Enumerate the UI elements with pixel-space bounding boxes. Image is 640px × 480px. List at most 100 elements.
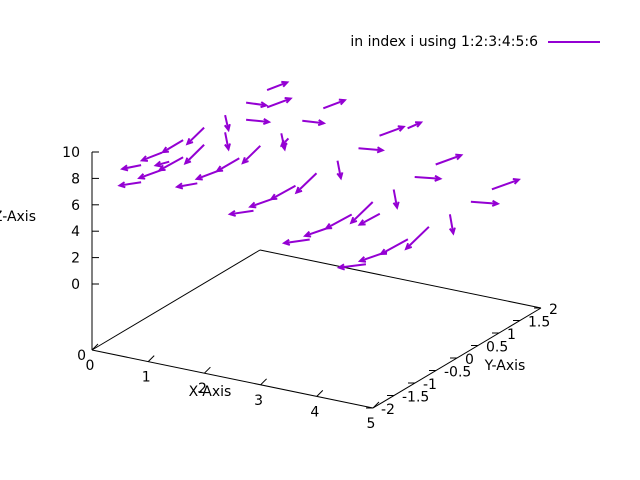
vector-arrow bbox=[266, 96, 293, 109]
vector-arrow bbox=[223, 114, 231, 133]
x-tick-mark bbox=[91, 343, 99, 351]
vector-head bbox=[248, 201, 257, 209]
z-tick-label: 4 bbox=[71, 224, 80, 240]
vector-shaft bbox=[242, 145, 262, 164]
vector-shaft bbox=[284, 238, 310, 245]
vector-shaft bbox=[358, 147, 383, 152]
vector-arrow bbox=[194, 169, 219, 181]
vector-arrow bbox=[379, 238, 409, 256]
vector-shaft bbox=[302, 119, 324, 125]
vector-arrow bbox=[358, 146, 385, 154]
vector-shaft bbox=[379, 125, 405, 137]
x-tick-mark bbox=[372, 401, 380, 409]
vector-head bbox=[324, 222, 333, 230]
vector-shaft bbox=[196, 169, 219, 180]
x-tick-label: 2 bbox=[198, 381, 207, 397]
vector-arrow bbox=[407, 121, 424, 130]
vector-head bbox=[448, 227, 456, 236]
z-tick-label: 0 bbox=[71, 277, 80, 293]
vector-arrow bbox=[224, 132, 231, 152]
vector-arrow bbox=[174, 182, 198, 190]
vector-shaft bbox=[470, 200, 498, 205]
y-tick-label: 0.5 bbox=[486, 340, 508, 356]
vector-head bbox=[183, 157, 192, 165]
vector-shaft bbox=[270, 184, 296, 200]
x-tick-label: 3 bbox=[254, 393, 263, 409]
vector-shaft bbox=[122, 164, 142, 170]
vector-arrow bbox=[336, 160, 344, 181]
vector-arrow bbox=[153, 160, 170, 168]
vector-arrow bbox=[470, 199, 501, 207]
vector-arrow bbox=[404, 226, 430, 251]
vector-shaft bbox=[141, 151, 163, 162]
vector-shaft bbox=[155, 160, 170, 167]
x-tick-label: 5 bbox=[367, 416, 376, 432]
vector-arrow bbox=[241, 145, 262, 165]
x-tick-mark bbox=[147, 355, 155, 362]
vector-arrow bbox=[357, 212, 381, 226]
vector-arrow bbox=[322, 98, 347, 110]
vector-head bbox=[120, 164, 129, 172]
vector-head bbox=[392, 201, 400, 210]
vector-head bbox=[160, 146, 170, 154]
origin-tick-label: 0 bbox=[77, 348, 86, 364]
z-tick-label: 6 bbox=[71, 198, 80, 214]
vector-shaft bbox=[325, 213, 353, 230]
vector-head bbox=[260, 101, 269, 109]
vector-arrow bbox=[336, 263, 367, 271]
vector-arrow bbox=[414, 174, 443, 182]
vector-shaft bbox=[336, 160, 342, 179]
x-axis-label: X-Axis bbox=[189, 384, 232, 400]
x-axis-line bbox=[91, 349, 374, 409]
vector-head bbox=[223, 123, 231, 133]
vector-shaft bbox=[338, 263, 367, 269]
vector-head bbox=[241, 156, 249, 165]
z-tick-label: 2 bbox=[71, 251, 80, 267]
vector-arrow bbox=[157, 156, 184, 172]
vector-series bbox=[117, 80, 521, 271]
vector-head bbox=[194, 173, 203, 181]
vector-head bbox=[404, 242, 413, 251]
vector-head bbox=[349, 216, 358, 225]
vector-head bbox=[215, 165, 224, 173]
vector-head bbox=[338, 98, 347, 106]
y-tick-label: -1 bbox=[423, 377, 437, 393]
vector-shaft bbox=[245, 101, 267, 107]
base-edge-far bbox=[259, 249, 542, 309]
y-tick-label: -2 bbox=[381, 402, 395, 418]
vector-shaft bbox=[162, 139, 184, 153]
vector-shaft bbox=[322, 99, 346, 110]
y-tick-label: 1.5 bbox=[528, 315, 550, 331]
vector-head bbox=[281, 80, 290, 88]
vector-head bbox=[153, 160, 162, 168]
vector-head bbox=[455, 153, 464, 161]
legend: in index i using 1:2:3:4:5:6 bbox=[350, 34, 600, 50]
vector-shaft bbox=[295, 172, 318, 194]
vector-arrow bbox=[120, 164, 142, 172]
vector-arrow bbox=[392, 189, 400, 210]
vector-head bbox=[397, 125, 406, 132]
vector-shaft bbox=[176, 182, 198, 188]
y-tick-label: 2 bbox=[549, 302, 558, 318]
vector-shaft bbox=[435, 154, 462, 166]
vector-shaft bbox=[380, 238, 409, 255]
y-axis-label: Y-Axis bbox=[484, 358, 526, 374]
vector-head bbox=[512, 178, 521, 185]
vector-shaft bbox=[186, 126, 205, 145]
vector-head bbox=[434, 174, 443, 182]
vector-shaft bbox=[359, 212, 381, 226]
vector-shaft bbox=[414, 176, 441, 180]
vector-head bbox=[376, 146, 385, 154]
z-tick-label: 8 bbox=[71, 171, 80, 187]
vector-head bbox=[224, 143, 231, 152]
vector-head bbox=[357, 219, 366, 226]
vector-head bbox=[336, 263, 346, 271]
vector-head bbox=[174, 182, 184, 190]
vector-head bbox=[284, 96, 293, 104]
vector-arrow bbox=[246, 118, 272, 126]
x-tick-mark bbox=[316, 390, 324, 397]
vector-head bbox=[262, 118, 272, 126]
vector-arrow bbox=[139, 151, 163, 162]
vector-head bbox=[227, 209, 237, 217]
vector-shaft bbox=[229, 209, 254, 216]
